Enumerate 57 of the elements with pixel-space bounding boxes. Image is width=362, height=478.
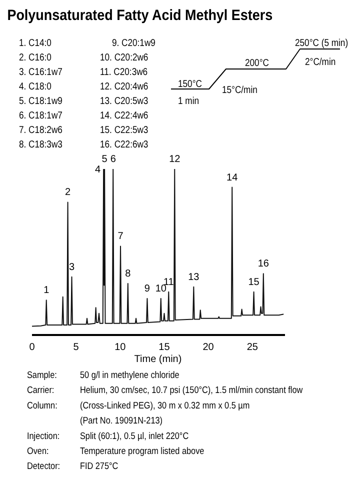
text: 2. C16:0: [19, 52, 52, 63]
text: 15. C22:5w3: [100, 124, 148, 136]
text: 11. C20:3w6: [100, 66, 148, 78]
text: 8. C18:3w3: [19, 138, 62, 150]
x-tick-label: 25: [246, 342, 258, 354]
text: 15°C/min: [222, 84, 258, 96]
annotation: 15: [248, 276, 260, 288]
x-tick-label: 20: [202, 342, 214, 354]
annotation: 12: [169, 154, 181, 165]
text: Sample:: [27, 369, 57, 380]
text: 1. C14:0: [19, 37, 52, 48]
text: Temperature program listed above: [80, 445, 204, 456]
text: 6. C18:1w7: [19, 110, 62, 121]
text: 7. C18:2w6: [19, 124, 62, 136]
text: (Cross-Linked PEG), 30 m x 0.32 mm x 0.5 µm: [80, 400, 250, 411]
text: FID 275°C: [80, 460, 119, 472]
annotation: 2: [65, 187, 72, 198]
chart-title: Polyunsaturated Fatty Acid Methyl Esters: [7, 7, 273, 24]
x-tick-label: 10: [114, 342, 126, 354]
text: 14. C22:4w6: [100, 110, 148, 121]
text: 5. C18:1w9: [19, 95, 62, 106]
text: 1 min: [178, 95, 200, 106]
annotation: 14: [226, 172, 238, 184]
annotation: 4: [95, 164, 102, 176]
annotation: 1: [44, 285, 50, 296]
annotation: 5: [102, 154, 108, 165]
text: 200°C: [245, 57, 270, 68]
text: Carrier:: [27, 384, 54, 396]
annotation: 7: [118, 231, 124, 242]
text: Detector:: [27, 460, 60, 472]
annotation: 8: [125, 268, 132, 280]
annotation: 6: [110, 154, 116, 165]
x-axis-title: Time (min): [134, 354, 182, 365]
x-tick-label: 5: [73, 342, 80, 354]
text: Helium, 30 cm/sec, 10.7 psi (150°C), 1.5 ml/min constant flow: [80, 384, 304, 396]
text: 2°C/min: [305, 56, 336, 68]
text: 3. C16:1w7: [19, 66, 62, 78]
text: Injection:: [27, 430, 60, 441]
text: 13. C20:5w3: [100, 95, 148, 106]
text: Column:: [27, 400, 58, 411]
text: Split (60:1), 0.5 µl, inlet 220°C: [80, 430, 190, 441]
text: 12. C20:4w6: [100, 80, 148, 92]
text: (Part No. 19091N-213): [80, 415, 163, 426]
text: 16. C22:6w3: [100, 138, 148, 150]
text: Oven:: [27, 445, 49, 456]
text: 50 g/l in methylene chloride: [80, 369, 180, 380]
text: 4. C18:0: [19, 80, 52, 92]
annotation: 3: [68, 262, 75, 273]
text: 9. C20:1w9: [112, 37, 156, 48]
text: 250°C (5 min): [295, 37, 348, 48]
x-tick-label: 15: [158, 342, 170, 354]
x-tick-label: 0: [29, 342, 36, 354]
annotation: 16: [258, 258, 270, 270]
annotation: 9: [144, 283, 150, 294]
text: 10. C20:2w6: [100, 52, 148, 63]
annotation: 13: [188, 272, 200, 283]
text: 150°C: [178, 78, 202, 90]
